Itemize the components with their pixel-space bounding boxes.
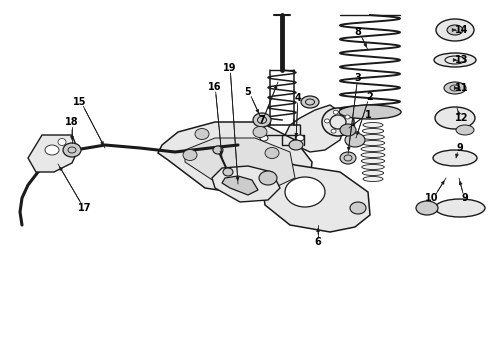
Ellipse shape <box>259 171 277 185</box>
Ellipse shape <box>331 129 336 133</box>
Ellipse shape <box>434 53 476 67</box>
Ellipse shape <box>260 135 268 141</box>
Text: 2: 2 <box>367 92 373 102</box>
Polygon shape <box>258 155 370 232</box>
Ellipse shape <box>183 149 197 161</box>
Text: 12: 12 <box>455 113 469 123</box>
Text: 9: 9 <box>457 143 464 153</box>
Text: 8: 8 <box>355 27 362 37</box>
Ellipse shape <box>416 201 438 215</box>
Ellipse shape <box>333 110 338 114</box>
Text: 3: 3 <box>355 73 362 83</box>
Ellipse shape <box>435 107 475 129</box>
Text: 15: 15 <box>73 97 87 107</box>
Ellipse shape <box>289 140 303 150</box>
Text: 16: 16 <box>208 82 222 92</box>
Ellipse shape <box>345 133 365 147</box>
Text: 17: 17 <box>78 203 92 213</box>
Ellipse shape <box>343 127 349 131</box>
Ellipse shape <box>363 176 383 181</box>
Ellipse shape <box>361 140 385 145</box>
Ellipse shape <box>447 25 463 35</box>
Ellipse shape <box>296 135 304 141</box>
Ellipse shape <box>436 19 474 41</box>
Ellipse shape <box>213 146 223 154</box>
Ellipse shape <box>339 105 401 119</box>
Text: 13: 13 <box>455 55 469 65</box>
Text: 4: 4 <box>294 93 301 103</box>
Text: 18: 18 <box>65 117 79 127</box>
Ellipse shape <box>322 108 354 136</box>
Ellipse shape <box>340 124 356 136</box>
Text: 11: 11 <box>455 83 469 93</box>
Text: 10: 10 <box>425 193 439 203</box>
Polygon shape <box>158 122 312 198</box>
Ellipse shape <box>444 82 466 94</box>
Text: 19: 19 <box>223 63 237 73</box>
Ellipse shape <box>324 119 330 123</box>
Ellipse shape <box>345 115 350 119</box>
Ellipse shape <box>361 158 385 163</box>
Polygon shape <box>28 135 78 172</box>
Text: 14: 14 <box>455 25 469 35</box>
Ellipse shape <box>362 171 384 175</box>
Ellipse shape <box>301 96 319 108</box>
Text: 7: 7 <box>259 115 266 125</box>
Ellipse shape <box>45 145 59 155</box>
Text: 9: 9 <box>462 193 468 203</box>
Polygon shape <box>285 105 345 152</box>
Ellipse shape <box>195 129 209 139</box>
Ellipse shape <box>456 125 474 135</box>
Ellipse shape <box>340 152 356 164</box>
Ellipse shape <box>362 165 384 170</box>
Ellipse shape <box>362 135 384 139</box>
Text: 1: 1 <box>365 110 371 120</box>
Ellipse shape <box>58 139 66 145</box>
Ellipse shape <box>253 113 271 127</box>
Ellipse shape <box>223 168 233 176</box>
Ellipse shape <box>435 199 485 217</box>
Ellipse shape <box>350 202 366 214</box>
Ellipse shape <box>63 143 81 157</box>
Polygon shape <box>212 166 280 202</box>
Ellipse shape <box>362 129 384 134</box>
Ellipse shape <box>361 147 385 152</box>
Ellipse shape <box>265 148 279 158</box>
Text: 5: 5 <box>245 87 251 97</box>
Ellipse shape <box>361 153 385 158</box>
Ellipse shape <box>285 177 325 207</box>
Polygon shape <box>222 176 258 195</box>
Ellipse shape <box>363 122 383 127</box>
Ellipse shape <box>433 150 477 166</box>
Text: 6: 6 <box>315 237 321 247</box>
Polygon shape <box>185 138 295 192</box>
Ellipse shape <box>253 126 267 138</box>
